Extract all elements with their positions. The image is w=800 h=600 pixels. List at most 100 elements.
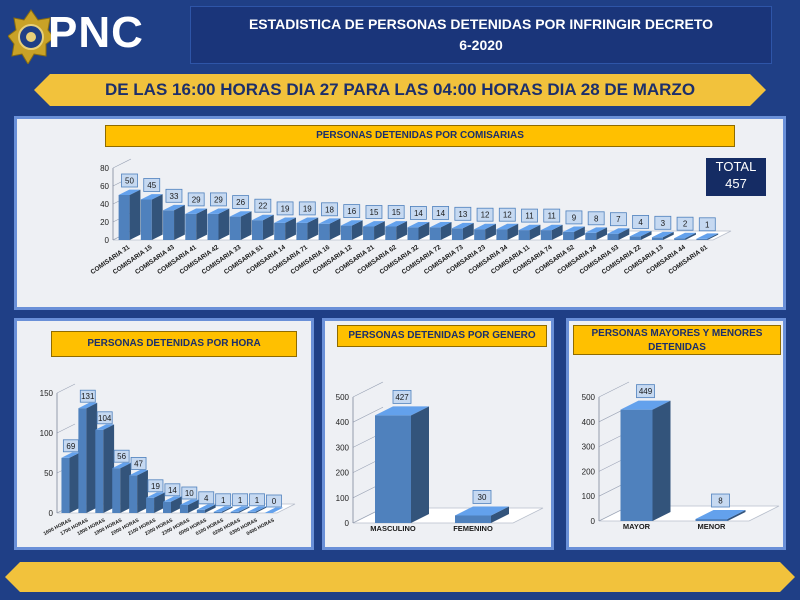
bar-top bbox=[496, 223, 519, 230]
data-label: 2 bbox=[683, 220, 688, 229]
bar-side bbox=[137, 470, 148, 513]
bar-top bbox=[185, 208, 208, 214]
date-banner: DE LAS 16:00 HORAS DIA 27 PARA LAS 04:00… bbox=[34, 74, 766, 106]
bar-top bbox=[375, 406, 429, 416]
bar-side bbox=[529, 224, 541, 240]
data-label-box bbox=[711, 493, 730, 508]
bar-top bbox=[563, 226, 585, 232]
bar-top bbox=[179, 499, 199, 505]
data-label: 1 bbox=[238, 496, 243, 505]
bar-top bbox=[340, 220, 363, 226]
bar-side bbox=[285, 217, 296, 240]
pnc-logo: PNC bbox=[8, 6, 158, 66]
y-tick-label: 0 bbox=[591, 517, 596, 526]
data-label-box bbox=[249, 493, 265, 507]
bar bbox=[474, 229, 486, 240]
data-label: 14 bbox=[168, 486, 177, 495]
data-label: 19 bbox=[281, 204, 290, 213]
data-label: 14 bbox=[436, 209, 445, 218]
bar-top bbox=[118, 189, 141, 195]
data-label-box bbox=[164, 483, 181, 497]
mayores-title-line1: PERSONAS MAYORES Y MENORES bbox=[591, 328, 763, 339]
bar-side bbox=[187, 499, 199, 513]
x-tick-label: FEMENINO bbox=[453, 524, 493, 533]
data-label-box bbox=[676, 216, 694, 231]
bar bbox=[696, 238, 708, 240]
data-label: 1 bbox=[705, 220, 710, 229]
bar-side bbox=[396, 221, 408, 240]
bar-side bbox=[596, 227, 608, 240]
bar-side bbox=[69, 452, 81, 513]
bar-side bbox=[255, 506, 267, 513]
y-tick-label: 100 bbox=[336, 494, 350, 503]
data-label: 30 bbox=[478, 493, 487, 502]
bar-side bbox=[120, 462, 132, 513]
data-label-box bbox=[165, 188, 183, 203]
bar-side bbox=[662, 231, 674, 240]
data-label: 12 bbox=[503, 211, 512, 220]
data-label-box bbox=[610, 212, 627, 227]
data-label-box bbox=[143, 178, 161, 192]
bar bbox=[620, 409, 653, 521]
banner-left-arrow bbox=[34, 74, 50, 106]
data-label: 13 bbox=[458, 210, 467, 219]
bar-side bbox=[485, 223, 496, 240]
police-badge-icon bbox=[8, 9, 54, 64]
bar-side bbox=[240, 211, 252, 240]
y-tick-label: 300 bbox=[336, 443, 350, 452]
bar bbox=[95, 429, 104, 513]
data-label-box bbox=[365, 205, 383, 219]
bar bbox=[451, 228, 463, 240]
data-label-box bbox=[698, 217, 716, 232]
page-title-line2: 6-2020 bbox=[459, 37, 503, 53]
data-label: 18 bbox=[325, 205, 334, 214]
data-label-box bbox=[298, 201, 316, 216]
data-label: 26 bbox=[236, 198, 245, 207]
data-label-box bbox=[113, 449, 130, 463]
bar bbox=[196, 509, 205, 513]
bar-top bbox=[296, 217, 319, 223]
bar bbox=[496, 229, 508, 240]
y-tick-label: 500 bbox=[582, 393, 596, 402]
bar bbox=[563, 231, 575, 240]
x-tick-label: MENOR bbox=[698, 522, 727, 531]
data-label-box bbox=[472, 490, 492, 504]
bar-side bbox=[351, 220, 363, 240]
bar bbox=[674, 238, 686, 240]
bar-side bbox=[171, 496, 182, 513]
banner-right-arrow bbox=[750, 74, 766, 106]
data-label-box bbox=[198, 491, 215, 505]
hora-chart-title: PERSONAS DETENIDAS POR HORA bbox=[51, 331, 297, 357]
y-tick-label: 80 bbox=[100, 164, 109, 173]
bar-top bbox=[112, 462, 132, 469]
bar-top bbox=[540, 224, 563, 231]
date-banner-text: DE LAS 16:00 HORAS DIA 27 PARA LAS 04:00… bbox=[104, 80, 696, 99]
bar-top bbox=[247, 506, 267, 512]
data-label-box bbox=[454, 206, 472, 221]
bar-top bbox=[213, 506, 233, 512]
data-label-box bbox=[636, 384, 655, 399]
bar-side bbox=[154, 492, 165, 513]
data-label: 33 bbox=[170, 192, 179, 201]
bar bbox=[129, 475, 138, 513]
bar bbox=[179, 505, 188, 513]
bar-top bbox=[146, 492, 165, 498]
y-tick-label: 400 bbox=[582, 418, 596, 427]
data-label: 449 bbox=[639, 387, 653, 396]
data-label-box bbox=[409, 206, 427, 220]
bar-top bbox=[385, 221, 408, 227]
bar-side bbox=[221, 506, 233, 513]
bar-top bbox=[674, 232, 696, 239]
bar-side bbox=[374, 221, 385, 240]
data-label: 15 bbox=[392, 208, 401, 217]
bar-top bbox=[363, 221, 385, 227]
bar-top bbox=[474, 223, 496, 230]
bar-top bbox=[78, 402, 98, 409]
bar-side bbox=[307, 217, 319, 240]
bar-side bbox=[618, 228, 630, 240]
bar bbox=[213, 511, 222, 513]
data-label-box bbox=[147, 479, 164, 493]
bar-top bbox=[264, 507, 284, 513]
data-label-box bbox=[79, 389, 96, 403]
data-label-box bbox=[392, 389, 412, 404]
